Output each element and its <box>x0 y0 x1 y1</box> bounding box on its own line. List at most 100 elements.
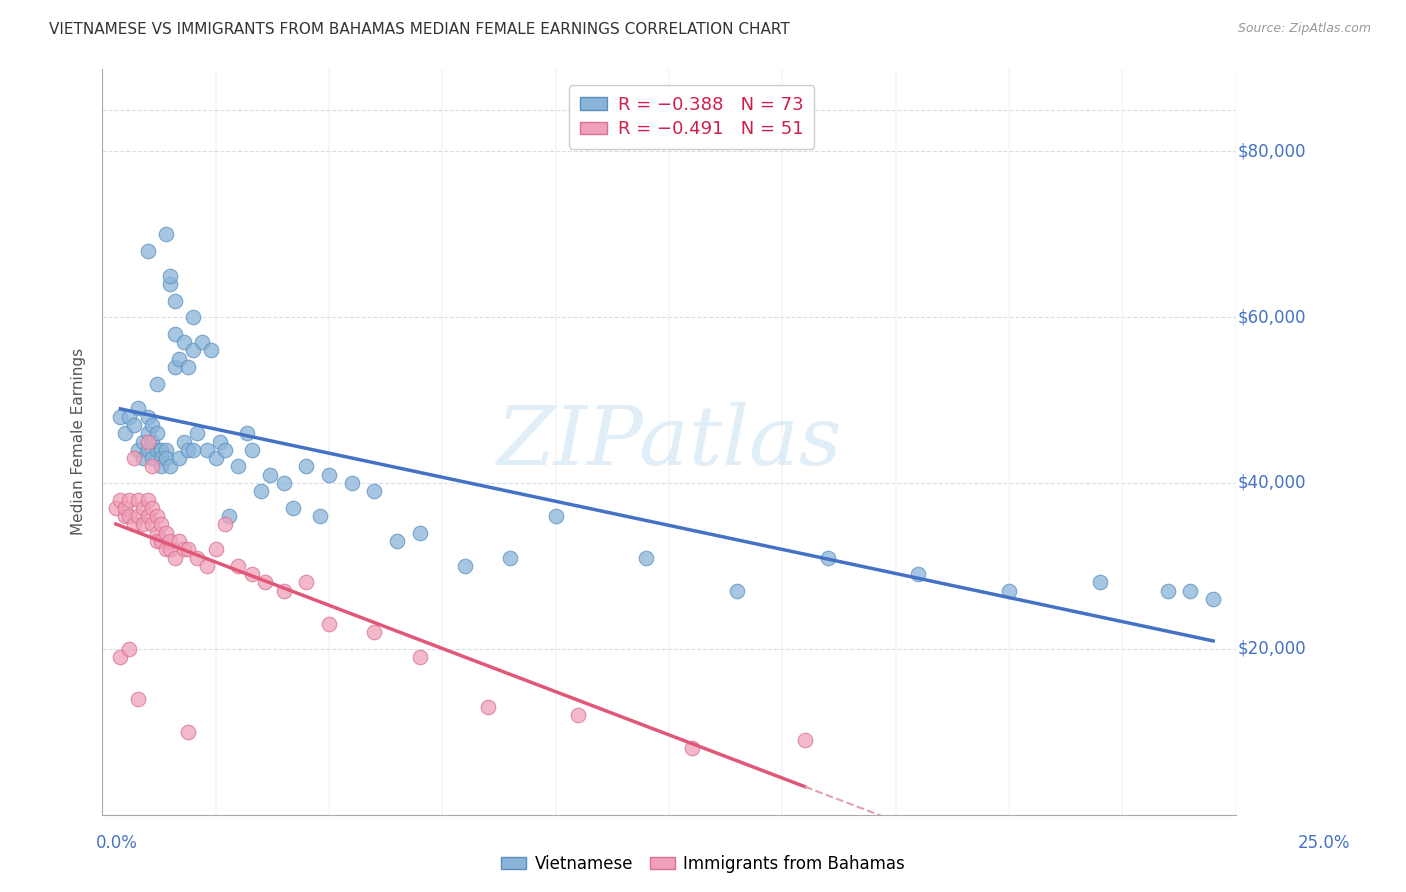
Point <box>122 451 145 466</box>
Point <box>110 650 132 665</box>
Point <box>295 575 318 590</box>
Point <box>1180 583 1202 598</box>
Point <box>132 434 155 449</box>
Point <box>1088 575 1111 590</box>
Point <box>104 500 127 515</box>
Point <box>363 484 385 499</box>
Point <box>145 426 167 441</box>
Point <box>141 517 163 532</box>
Point <box>177 724 200 739</box>
Point <box>150 442 173 457</box>
Point <box>145 509 167 524</box>
Point <box>794 733 817 747</box>
Point <box>250 484 273 499</box>
Point <box>195 442 218 457</box>
Point <box>163 326 186 341</box>
Point <box>259 467 281 482</box>
Text: 0.0%: 0.0% <box>96 834 138 852</box>
Point <box>169 534 191 549</box>
Point <box>136 409 159 424</box>
Point <box>118 492 141 507</box>
Point <box>127 492 149 507</box>
Point <box>155 451 177 466</box>
Point <box>907 567 929 582</box>
Point <box>159 277 181 291</box>
Point <box>141 459 163 474</box>
Point <box>173 542 195 557</box>
Text: $60,000: $60,000 <box>1239 309 1306 326</box>
Point <box>122 517 145 532</box>
Point <box>169 451 191 466</box>
Point <box>163 293 186 308</box>
Point <box>477 699 499 714</box>
Point <box>159 542 181 557</box>
Point <box>163 359 186 374</box>
Text: VIETNAMESE VS IMMIGRANTS FROM BAHAMAS MEDIAN FEMALE EARNINGS CORRELATION CHART: VIETNAMESE VS IMMIGRANTS FROM BAHAMAS ME… <box>49 22 790 37</box>
Point <box>132 500 155 515</box>
Point <box>214 517 236 532</box>
Point <box>408 650 430 665</box>
Point <box>226 558 249 573</box>
Point <box>636 550 658 565</box>
Point <box>281 500 304 515</box>
Point <box>318 616 340 631</box>
Point <box>1202 592 1225 607</box>
Point <box>114 509 136 524</box>
Point <box>114 426 136 441</box>
Point <box>145 534 167 549</box>
Point <box>191 334 214 349</box>
Point <box>681 741 703 756</box>
Point <box>127 401 149 416</box>
Point <box>150 534 173 549</box>
Point <box>186 550 208 565</box>
Point <box>499 550 522 565</box>
Point <box>155 442 177 457</box>
Point <box>136 442 159 457</box>
Point <box>340 475 363 490</box>
Point <box>114 500 136 515</box>
Point <box>454 558 477 573</box>
Point <box>141 434 163 449</box>
Point <box>254 575 277 590</box>
Point <box>363 625 385 640</box>
Point <box>817 550 839 565</box>
Point <box>118 409 141 424</box>
Point <box>159 534 181 549</box>
Point <box>318 467 340 482</box>
Point <box>132 451 155 466</box>
Text: $40,000: $40,000 <box>1239 474 1306 492</box>
Point <box>150 459 173 474</box>
Point <box>214 442 236 457</box>
Text: ZIPatlas: ZIPatlas <box>496 401 842 482</box>
Text: Source: ZipAtlas.com: Source: ZipAtlas.com <box>1237 22 1371 36</box>
Point <box>118 509 141 524</box>
Point <box>295 459 318 474</box>
Point <box>204 542 226 557</box>
Point <box>236 426 259 441</box>
Point <box>127 509 149 524</box>
Point <box>273 475 295 490</box>
Point <box>186 426 208 441</box>
Point <box>155 227 177 242</box>
Point <box>155 542 177 557</box>
Point <box>273 583 295 598</box>
Point <box>177 442 200 457</box>
Point <box>177 542 200 557</box>
Point <box>122 417 145 432</box>
Point <box>544 509 567 524</box>
Point <box>145 525 167 540</box>
Point <box>110 409 132 424</box>
Point <box>163 550 186 565</box>
Point <box>998 583 1021 598</box>
Point <box>141 417 163 432</box>
Point <box>155 525 177 540</box>
Point <box>181 310 204 325</box>
Point <box>127 442 149 457</box>
Point <box>408 525 430 540</box>
Text: 25.0%: 25.0% <box>1298 834 1350 852</box>
Point <box>136 492 159 507</box>
Point <box>226 459 249 474</box>
Text: $20,000: $20,000 <box>1239 640 1306 657</box>
Y-axis label: Median Female Earnings: Median Female Earnings <box>72 348 86 535</box>
Point <box>150 517 173 532</box>
